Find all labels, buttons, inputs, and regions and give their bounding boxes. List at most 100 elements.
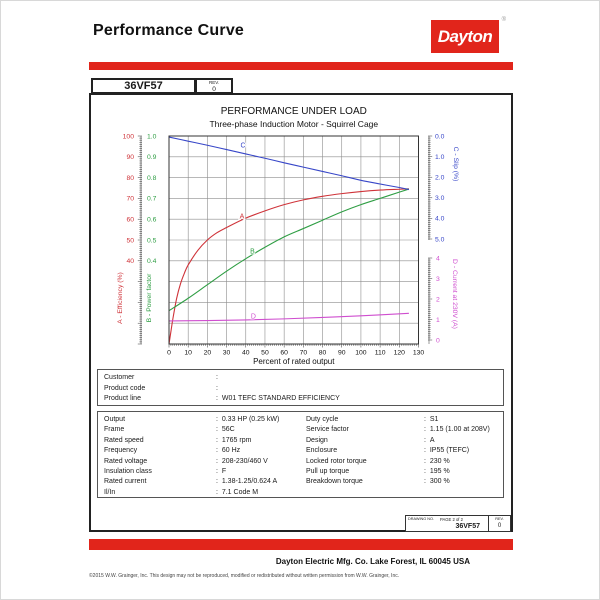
copyright-notice: ©2015 W.W. Grainger, Inc. This design ma…	[89, 573, 400, 579]
svg-text:1: 1	[436, 317, 440, 324]
drawing-rev-label: REV.	[495, 517, 504, 521]
svg-text:10: 10	[184, 350, 192, 357]
il-in-label: Il/In	[104, 488, 116, 496]
insulation-class-label: Insulation class	[104, 468, 152, 476]
dayton-logo: Dayton ®	[431, 17, 506, 53]
page-number: PAGE 2 of 2	[440, 517, 463, 522]
svg-text:70: 70	[300, 350, 308, 357]
svg-text:0: 0	[167, 350, 171, 357]
drawing-model-number: 36VF57	[455, 523, 480, 530]
curve-c	[168, 136, 410, 191]
chart-title: PERFORMANCE UNDER LOAD	[221, 106, 367, 117]
insulation-class-value: F	[216, 467, 306, 477]
service-factor-value: 1.15 (1.00 at 208V)	[424, 425, 503, 435]
svg-text:50: 50	[261, 350, 269, 357]
svg-text:30: 30	[223, 350, 231, 357]
design-value: A	[424, 436, 503, 446]
svg-text:0.0: 0.0	[435, 133, 445, 140]
drawing-no-label: DRAWING NO.	[408, 517, 435, 521]
duty-cycle-value: S1	[424, 415, 503, 425]
rated-current-value: 1.38-1.25/0.624 A	[216, 477, 306, 487]
svg-text:5.0: 5.0	[435, 236, 445, 243]
svg-text:1.0: 1.0	[435, 154, 445, 161]
curve-label-b: B	[250, 249, 255, 256]
svg-text:80: 80	[126, 175, 134, 182]
curve-a	[168, 188, 409, 345]
svg-text:60: 60	[280, 350, 288, 357]
svg-text:4.0: 4.0	[435, 216, 445, 223]
curve-d	[168, 312, 409, 322]
svg-text:1.0: 1.0	[147, 133, 157, 140]
rated-current-label: Rated current	[104, 478, 147, 486]
header-red-bar	[89, 62, 513, 70]
y-axis-title-current: D - Current at 230V (A)	[451, 259, 458, 329]
svg-text:100: 100	[355, 350, 367, 357]
axis-tick-labels: 1009080706050401.00.90.80.70.60.50.40.01…	[123, 133, 445, 356]
drawing-number-cell: DRAWING NO. PAGE 2 of 2 36VF57	[406, 516, 489, 531]
spec-empty-value	[424, 488, 503, 498]
page-title: Performance Curve	[93, 22, 245, 39]
rated-voltage-value: 208-230/460 V	[216, 457, 306, 467]
revision-label: REV.	[208, 80, 220, 85]
registered-trademark-icon: ®	[501, 17, 506, 23]
svg-text:0.9: 0.9	[147, 154, 157, 161]
svg-text:90: 90	[338, 350, 346, 357]
svg-text:3.0: 3.0	[435, 195, 445, 202]
output-value: 0.33 HP (0.25 kW)	[216, 415, 306, 425]
enclosure-value: IP55 (TEFC)	[424, 446, 503, 456]
y-axis-title-power-factor: B - Power factor	[146, 273, 153, 322]
svg-text:120: 120	[394, 350, 406, 357]
svg-text:70: 70	[126, 196, 134, 203]
svg-text:3: 3	[436, 276, 440, 283]
breakdown-torque-label: Breakdown torque	[306, 478, 363, 486]
curve-label-a: A	[240, 213, 245, 220]
product-line-label: Product line	[104, 395, 141, 402]
frame-label: Frame	[104, 426, 125, 434]
model-number: 36VF57	[124, 80, 163, 92]
product-code-label: Product code	[104, 384, 146, 392]
svg-text:4: 4	[436, 255, 440, 262]
footer-red-bar	[89, 539, 513, 550]
customer-label: Customer	[104, 374, 135, 381]
design-label: Design	[306, 436, 328, 444]
duty-cycle-label: Duty cycle	[306, 416, 339, 423]
locked-rotor-torque-label: Locked rotor torque	[306, 457, 367, 465]
x-axis-title: Percent of rated output	[253, 357, 335, 366]
performance-chart: PERFORMANCE UNDER LOAD Three-phase Induct…	[117, 106, 459, 366]
breakdown-torque-value: 300 %	[424, 477, 503, 487]
svg-text:50: 50	[126, 237, 134, 244]
product-line-value: W01 TEFC STANDARD EFFICIENCY	[216, 394, 503, 405]
svg-text:40: 40	[126, 258, 134, 265]
model-number-box: 36VF57	[91, 78, 196, 94]
frame-value: 56C	[216, 425, 306, 435]
enclosure-label: Enclosure	[306, 447, 338, 455]
locked-rotor-torque-value: 230 %	[424, 457, 503, 467]
svg-text:90: 90	[126, 154, 134, 161]
svg-text:2.0: 2.0	[435, 175, 445, 182]
dayton-logo-text: Dayton	[437, 26, 493, 46]
y-axis-title-efficiency: A - Efficiency (%)	[117, 272, 124, 324]
svg-text:0: 0	[436, 337, 440, 344]
curve-label-c: C	[241, 143, 246, 150]
frequency-label: Frequency	[104, 447, 138, 455]
y-axis-title-slip: C - Slip (%)	[452, 147, 459, 182]
revision-value: 0	[212, 86, 216, 93]
rated-speed-value: 1765 rpm	[216, 436, 306, 446]
il-in-value: 7.1 Code M	[216, 488, 306, 498]
svg-text:0.5: 0.5	[147, 237, 157, 244]
chart-grid	[169, 136, 419, 344]
plot-frame	[168, 135, 419, 345]
spec-empty-label	[306, 488, 424, 498]
svg-text:0.6: 0.6	[147, 217, 157, 224]
svg-text:60: 60	[126, 217, 134, 224]
product-code-value	[216, 384, 503, 395]
svg-text:110: 110	[375, 350, 386, 357]
axis-rulers	[137, 135, 433, 348]
drawing-rev-value: 0	[497, 523, 502, 529]
pull-up-torque-value: 195 %	[424, 467, 503, 477]
svg-text:80: 80	[319, 350, 327, 357]
svg-text:0.8: 0.8	[147, 175, 157, 182]
output-label: Output	[104, 416, 126, 423]
customer-info-table: Customer Product code Product line W01 T…	[97, 369, 504, 406]
